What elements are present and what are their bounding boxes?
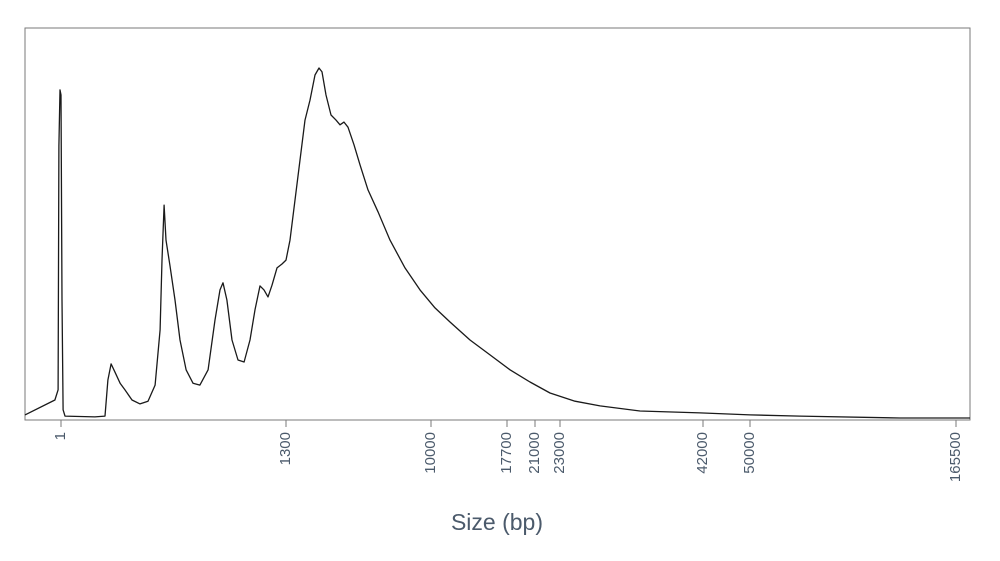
- x-tick-label: 23000: [551, 432, 568, 474]
- x-tick-label: 10000: [422, 432, 439, 474]
- x-tick-label: 165500: [947, 432, 964, 482]
- trace-line: [24, 67, 970, 419]
- x-tick-label: 21000: [526, 432, 543, 474]
- x-tick-label: 50000: [741, 432, 758, 474]
- x-tick-label: 17700: [498, 432, 515, 474]
- x-tick-label: 42000: [694, 432, 711, 474]
- x-tick-label: 1: [52, 432, 69, 440]
- x-axis-title: Size (bp): [451, 509, 543, 535]
- x-tick-label: 1300: [277, 432, 294, 465]
- plot-frame: [24, 27, 971, 421]
